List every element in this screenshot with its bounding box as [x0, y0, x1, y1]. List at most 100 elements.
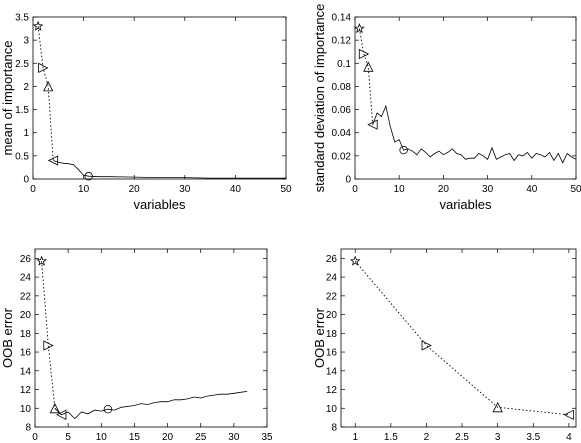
y-tick-label: 2 — [23, 82, 29, 93]
y-tick-label: 16 — [326, 348, 338, 359]
star-marker — [349, 255, 361, 266]
y-tick-label: 0.1 — [337, 59, 351, 70]
x-tick-label: 40 — [526, 184, 538, 195]
triangle-right-marker — [38, 62, 49, 74]
selection-line — [354, 260, 569, 416]
y-tick-label: 1 — [23, 128, 29, 139]
y-tick-label: 14 — [326, 366, 338, 377]
y-tick-label: 0.06 — [332, 105, 352, 116]
y-tick-label: 20 — [20, 310, 32, 321]
x-tick-label: 35 — [261, 432, 273, 443]
selection-line — [358, 28, 374, 125]
x-tick-label: 10 — [394, 184, 406, 195]
x-tick-label: 4 — [566, 432, 572, 443]
triangle-left-marker — [47, 155, 59, 166]
plot-frame — [32, 16, 287, 180]
star-marker — [32, 20, 44, 31]
y-tick-label: 12 — [20, 385, 32, 396]
x-tick-label: 15 — [129, 432, 141, 443]
y-tick-label: 8 — [331, 423, 337, 434]
panel-oob-nested: 051015202530358101214161820222426nested … — [0, 248, 273, 443]
x-tick-label: 30 — [179, 184, 191, 195]
y-tick-label: 22 — [326, 291, 338, 302]
x-tick-label: 1.5 — [384, 432, 398, 443]
plot-frame — [354, 16, 577, 180]
y-axis-label: OOB error — [312, 307, 327, 368]
y-tick-label: 18 — [326, 329, 338, 340]
triangle-right-marker — [358, 48, 370, 60]
y-tick-label: 0.12 — [332, 36, 352, 47]
y-tick-label: 26 — [326, 254, 338, 265]
x-tick-label: 30 — [482, 184, 494, 195]
plot-frame — [34, 248, 268, 428]
triangle-up-marker — [492, 401, 503, 413]
x-tick-label: 0 — [352, 184, 358, 195]
y-tick-label: 10 — [20, 404, 32, 415]
triangle-up-marker — [43, 81, 54, 92]
x-axis-label: variables — [133, 197, 186, 212]
x-tick-label: 20 — [438, 184, 450, 195]
panel-oob-predictive: 11.522.533.548101214161820222426predicti… — [312, 248, 577, 443]
triangle-left-marker — [563, 409, 574, 420]
x-tick-label: 2.5 — [455, 432, 469, 443]
y-tick-label: 1.5 — [15, 105, 29, 116]
y-tick-label: 0.02 — [332, 151, 352, 162]
y-axis-label: standard deviation of importance — [312, 4, 327, 193]
circle-marker — [399, 145, 408, 155]
x-tick-label: 3.5 — [526, 432, 540, 443]
triangle-up-marker — [363, 61, 374, 72]
y-tick-label: 0 — [23, 175, 29, 186]
x-axis-label: variables — [439, 197, 492, 212]
triangle-left-marker — [367, 119, 378, 130]
series-line — [53, 160, 286, 179]
triangle-right-marker — [421, 340, 432, 351]
y-tick-label: 18 — [20, 329, 32, 340]
y-tick-label: 8 — [25, 423, 31, 434]
x-tick-label: 50 — [280, 184, 292, 195]
triangle-right-marker — [43, 340, 54, 351]
star-marker — [354, 22, 365, 34]
y-axis-label: OOB error — [0, 307, 15, 368]
y-tick-label: 0 — [345, 175, 351, 186]
y-tick-label: 12 — [326, 385, 338, 396]
y-tick-label: 3 — [23, 36, 29, 47]
x-tick-label: 20 — [129, 184, 141, 195]
x-tick-label: 40 — [230, 184, 242, 195]
x-tick-label: 10 — [96, 432, 108, 443]
y-tick-label: 3.5 — [15, 13, 29, 24]
triangle-left-marker — [56, 409, 67, 420]
x-tick-label: 0 — [30, 184, 36, 195]
x-tick-label: 0 — [32, 432, 38, 443]
x-tick-label: 20 — [162, 432, 174, 443]
triangle-up-marker — [49, 402, 61, 414]
y-tick-label: 14 — [20, 366, 32, 377]
x-tick-label: 2 — [424, 432, 430, 443]
panel-mean-importance: 0 10 20 30 40 50 0 0.5 1 1.5 2 2.5 3 3.5 variables mean… — [0, 13, 292, 213]
series-line — [372, 104, 577, 164]
y-tick-label: 0.04 — [332, 128, 352, 139]
x-tick-label: 25 — [195, 432, 207, 443]
x-tick-label: 1 — [352, 432, 358, 443]
y-tick-label: 2.5 — [15, 59, 29, 70]
selection-line — [37, 26, 54, 161]
series-line — [54, 391, 248, 420]
y-axis-label: mean of importance — [0, 41, 15, 156]
plot-frame — [340, 248, 577, 428]
star-marker — [36, 255, 47, 266]
selection-line — [41, 261, 62, 416]
panel-sd-importance: 0 10 20 30 40 50 0 0.02 0.04 0.06 0.08 0.1 0.12 0.14 v… — [312, 4, 581, 212]
y-tick-label: 24 — [20, 273, 32, 284]
x-tick-label: 10 — [78, 184, 90, 195]
y-tick-label: 26 — [20, 254, 32, 265]
circle-marker — [103, 405, 113, 414]
y-tick-label: 10 — [326, 404, 338, 415]
x-tick-label: 5 — [65, 432, 71, 443]
y-tick-label: 20 — [326, 310, 338, 321]
circle-marker — [84, 172, 93, 181]
y-tick-label: 24 — [326, 273, 338, 284]
x-tick-label: 50 — [570, 184, 581, 195]
x-tick-label: 3 — [495, 432, 501, 443]
y-tick-label: 0.5 — [15, 151, 29, 162]
y-tick-label: 0.08 — [332, 82, 352, 93]
